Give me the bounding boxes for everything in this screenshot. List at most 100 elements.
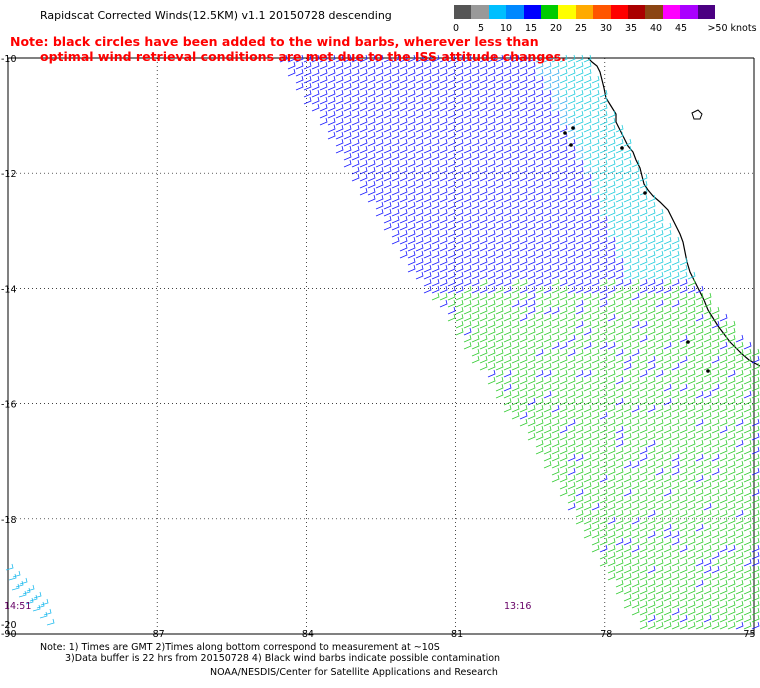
wind-barb (535, 180, 544, 189)
wind-barb (503, 285, 512, 294)
wind-barb (711, 537, 720, 546)
wind-barb (503, 320, 512, 329)
wind-barb (479, 362, 488, 371)
wind-barb (463, 292, 472, 301)
wind-barb (679, 586, 688, 595)
wind-barb (631, 523, 640, 532)
wind-barb (327, 68, 336, 77)
wind-barb (599, 110, 608, 119)
wind-barb (743, 383, 752, 392)
wind-barb (727, 446, 736, 455)
wind-barb (639, 299, 648, 308)
wind-barb (415, 138, 424, 147)
wind-barb (575, 320, 584, 329)
wind-barb (663, 516, 672, 525)
wind-barb (703, 467, 712, 476)
wind-barb (711, 306, 720, 315)
wind-barb (631, 166, 640, 175)
wind-barb (647, 446, 656, 455)
wind-barb (623, 551, 632, 560)
wind-barb (33, 591, 42, 599)
wind-barb (535, 397, 544, 406)
wind-barb (543, 327, 552, 336)
wind-barb (391, 208, 400, 217)
wind-barb (375, 159, 384, 168)
wind-barb (655, 390, 664, 399)
wind-barb (431, 152, 440, 161)
wind-barb (527, 250, 536, 259)
wind-barb (655, 236, 664, 245)
wind-barb (439, 278, 448, 287)
wind-barb (407, 243, 416, 252)
wind-barb (655, 215, 664, 224)
wind-barb (455, 124, 464, 133)
wind-barb (439, 208, 448, 217)
wind-barb (735, 530, 744, 539)
wind-barb (487, 264, 496, 273)
wind-barb (671, 593, 680, 602)
wind-barb (599, 250, 608, 259)
wind-barb (623, 334, 632, 343)
wind-barb (503, 75, 512, 84)
wind-barb (615, 446, 624, 455)
wind-barb (567, 180, 576, 189)
wind-barb (687, 593, 696, 602)
wind-barb (551, 306, 560, 315)
wind-barb (319, 54, 328, 63)
wind-barb (503, 341, 512, 350)
wind-barb (559, 138, 568, 147)
wind-barb (479, 117, 488, 126)
wind-barb (711, 544, 720, 553)
wind-barb (599, 131, 608, 140)
wind-barb (8, 573, 17, 581)
wind-barb (359, 145, 368, 154)
wind-barb (487, 299, 496, 308)
wind-barb (599, 215, 608, 224)
wind-barb (607, 117, 616, 126)
wind-barb (599, 278, 608, 287)
x-tick-label: -84 (298, 629, 314, 640)
wind-barb (487, 362, 496, 371)
wind-barb (655, 369, 664, 378)
wind-barb (527, 278, 536, 287)
wind-barb (511, 208, 520, 217)
wind-barb (511, 194, 520, 203)
wind-barb (591, 229, 600, 238)
wind-barb (503, 194, 512, 203)
wind-barb (535, 327, 544, 336)
wind-barb (479, 124, 488, 133)
wind-barb (511, 404, 520, 413)
wind-barb (503, 355, 512, 364)
wind-barb (655, 600, 664, 609)
wind-barb (327, 110, 336, 119)
wind-barb (455, 285, 464, 294)
wind-barb (679, 551, 688, 560)
wind-barb (487, 110, 496, 119)
wind-barb (351, 89, 360, 98)
wind-barb (639, 278, 648, 287)
wind-barb (535, 68, 544, 77)
wind-barb (375, 61, 384, 70)
wind-barb (647, 376, 656, 385)
y-tick-label: -14 (1, 284, 17, 295)
wind-barb (439, 145, 448, 154)
wind-barb (527, 411, 536, 420)
wind-barb (447, 124, 456, 133)
wind-barb (495, 313, 504, 322)
wind-barb (511, 292, 520, 301)
wind-barb (415, 61, 424, 70)
wind-barb (671, 236, 680, 245)
wind-barb (415, 243, 424, 252)
wind-barb (399, 166, 408, 175)
wind-barb (591, 124, 600, 133)
wind-barb (703, 411, 712, 420)
wind-barb (583, 439, 592, 448)
wind-barb (575, 397, 584, 406)
wind-barb (447, 201, 456, 210)
wind-barb (687, 607, 696, 616)
wind-barb (639, 201, 648, 210)
wind-barb (551, 425, 560, 434)
wind-barb (615, 488, 624, 497)
wind-barb (383, 89, 392, 98)
wind-barb (591, 75, 600, 84)
